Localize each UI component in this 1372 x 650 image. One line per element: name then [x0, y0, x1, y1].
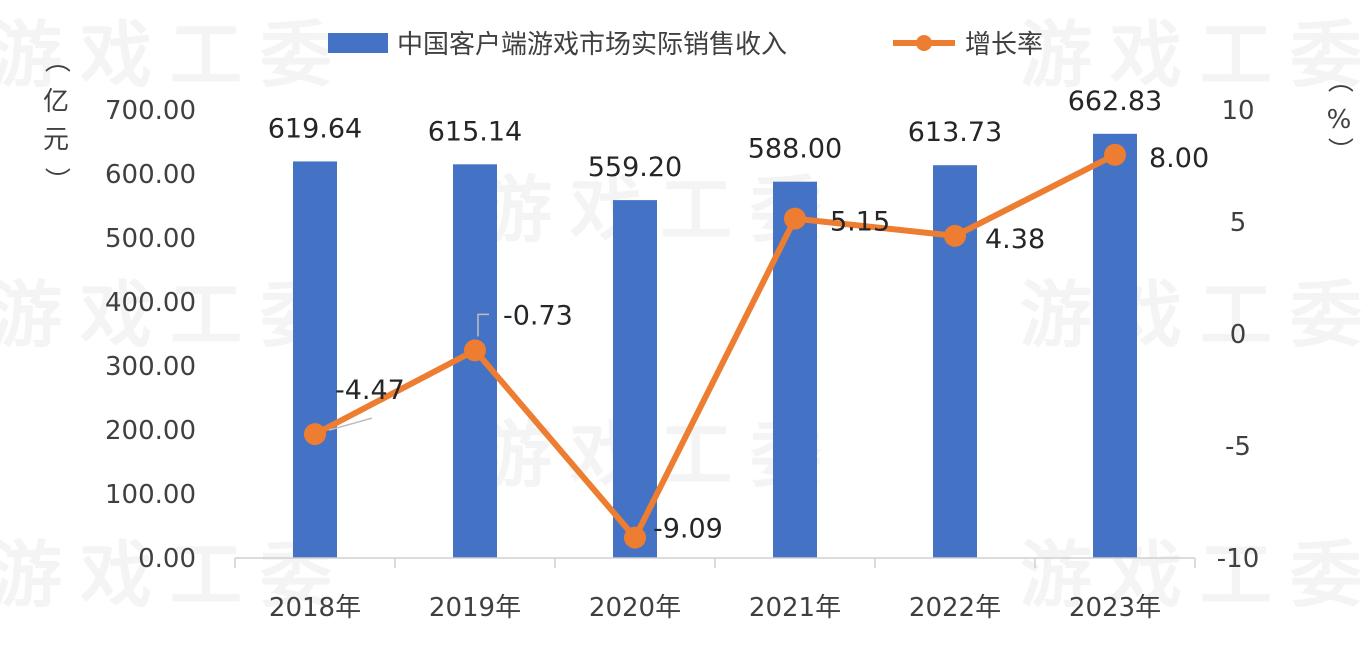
legend: 中国客户端游戏市场实际销售收入 增长率 — [328, 30, 1043, 60]
left-axis-unit: 元 — [43, 125, 69, 155]
left-tick-label: 0.00 — [138, 544, 196, 574]
right-tick-label: 0 — [1230, 320, 1247, 350]
growth-line — [312, 151, 1118, 541]
bar-2022年 — [933, 165, 977, 558]
watermark-text: 游戏工委 — [0, 13, 350, 97]
legend-swatch-bar — [328, 33, 388, 53]
bar-2021年 — [773, 181, 817, 558]
left-axis-unit: 亿 — [43, 87, 69, 117]
left-tick-label: 300.00 — [105, 352, 196, 382]
bar-data-label: 613.73 — [908, 117, 1002, 148]
watermark-text: 游戏工委 — [1020, 13, 1372, 97]
left-tick-label: 700.00 — [105, 96, 196, 126]
right-axis: -10 -5 0 5 10 （%） — [1217, 67, 1354, 574]
growth-data-label: -9.09 — [653, 514, 723, 545]
watermark-text: 游戏工委 — [0, 273, 350, 357]
legend-label-bar: 中国客户端游戏市场实际销售收入 — [397, 30, 787, 60]
x-tick-label: 2018年 — [269, 593, 361, 623]
data-labels: 619.64 615.14 559.20 588.00 613.73 662.83 -4.4… — [268, 86, 1209, 545]
bar-data-label: 559.20 — [588, 152, 682, 183]
right-tick-label: 10 — [1221, 96, 1254, 126]
right-tick-label: 5 — [1230, 208, 1247, 238]
right-tick-label: -10 — [1217, 544, 1259, 574]
x-tick-label: 2022年 — [909, 593, 1001, 623]
watermark-text: 游戏工委 — [1020, 533, 1372, 617]
left-tick-label: 600.00 — [105, 160, 196, 190]
right-tick-label: -5 — [1225, 432, 1251, 462]
left-tick-label: 100.00 — [105, 480, 196, 510]
legend-label-line: 增长率 — [965, 30, 1043, 60]
watermark-text: 游戏工委 — [1020, 273, 1372, 357]
left-tick-label: 200.00 — [105, 416, 196, 446]
left-unit-bracket-close: ） — [41, 167, 71, 193]
bar-data-label: 662.83 — [1068, 86, 1162, 117]
left-tick-label: 400.00 — [105, 288, 196, 318]
growth-data-label: -0.73 — [503, 300, 573, 331]
growth-data-label: 8.00 — [1149, 143, 1209, 174]
bar-data-label: 615.14 — [428, 116, 522, 147]
x-tick-label: 2019年 — [429, 593, 521, 623]
leader-line — [328, 417, 373, 431]
x-axis: 2018年 2019年 2020年 2021年 2022年 2023年 — [234, 557, 1196, 623]
growth-marker-2022年 — [944, 224, 966, 247]
bar-data-label: 588.00 — [748, 134, 842, 165]
growth-marker-2019年 — [464, 339, 486, 362]
growth-marker-2021年 — [784, 207, 806, 230]
x-tick-label: 2021年 — [749, 593, 841, 623]
growth-marker-2023年 — [1104, 143, 1126, 166]
right-unit-bracket-close: ） — [1324, 137, 1354, 163]
growth-data-label: -4.47 — [335, 375, 405, 406]
legend-swatch-marker — [916, 35, 932, 51]
right-axis-unit: % — [1327, 105, 1352, 135]
x-tick-label: 2023年 — [1069, 593, 1161, 623]
right-unit-bracket-open: （ — [1324, 67, 1354, 93]
growth-marker-2020年 — [624, 526, 646, 549]
growth-marker-2018年 — [304, 423, 326, 446]
growth-line-series — [304, 143, 1126, 549]
watermark-text: 游戏工委 — [0, 533, 350, 617]
left-tick-label: 500.00 — [105, 224, 196, 254]
bar-2018年 — [293, 161, 337, 558]
growth-data-label: 4.38 — [985, 224, 1045, 255]
bar-2023年 — [1093, 133, 1137, 558]
bar-data-label: 619.64 — [268, 113, 362, 144]
bar-2020年 — [613, 200, 657, 558]
growth-data-label: 5.15 — [830, 207, 890, 238]
left-unit-bracket-open: （ — [41, 47, 71, 73]
left-axis: 0.00 100.00 200.00 300.00 400.00 500.00 600.00… — [41, 47, 196, 574]
x-tick-label: 2020年 — [589, 593, 681, 623]
leader-line — [477, 313, 489, 337]
